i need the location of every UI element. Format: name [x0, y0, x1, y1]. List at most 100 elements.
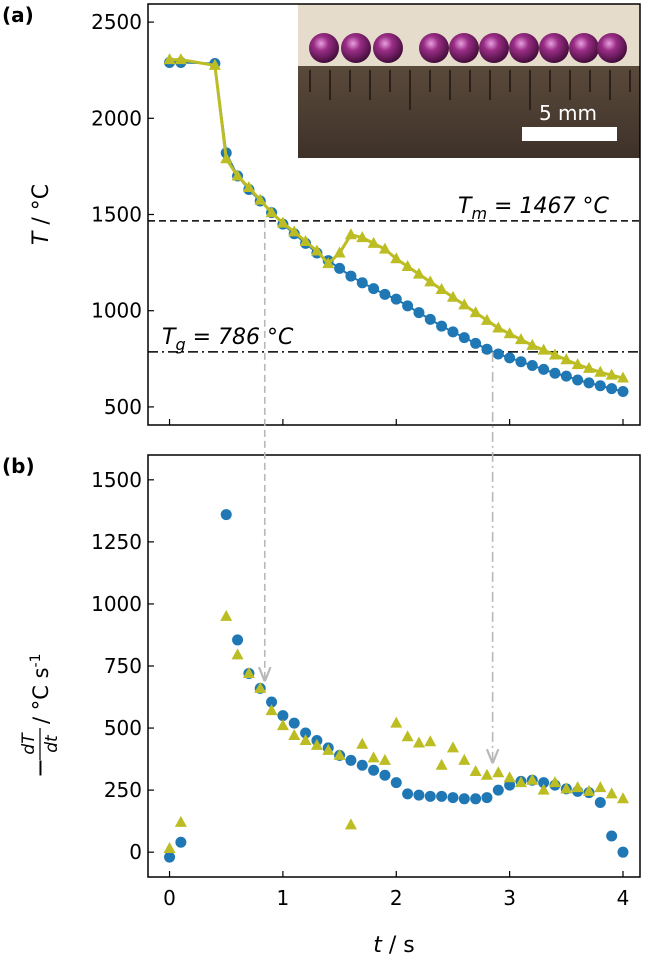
label-unit: / °C s-1: [28, 654, 53, 725]
point: [242, 666, 255, 678]
y-tick-label: 750: [104, 654, 142, 678]
sphere: [449, 33, 479, 63]
point: [605, 368, 618, 380]
point: [492, 766, 505, 778]
symbol: T: [162, 325, 177, 350]
panel-label: (b): [2, 454, 35, 478]
point: [368, 764, 380, 776]
point: [446, 290, 459, 302]
sphere: [539, 33, 569, 63]
ruler-ticks: [309, 70, 631, 110]
point: [470, 793, 482, 805]
point: [254, 193, 267, 205]
sphere: [341, 33, 371, 63]
point: [458, 753, 471, 765]
point: [492, 784, 504, 796]
point: [344, 228, 357, 240]
sphere: [509, 33, 539, 63]
point: [571, 358, 584, 370]
superscript: -1: [28, 654, 44, 668]
point: [560, 353, 573, 365]
point: [436, 790, 448, 802]
point: [583, 377, 595, 389]
point: [436, 320, 448, 332]
sphere: [597, 33, 627, 63]
point: [548, 348, 561, 360]
label-text: = 786 °C: [186, 325, 294, 350]
point: [537, 783, 550, 795]
plot-frame: [147, 454, 641, 878]
point: [367, 751, 380, 763]
point: [424, 790, 436, 802]
sphere: [569, 33, 599, 63]
point: [571, 781, 584, 793]
point: [345, 754, 357, 766]
point: [424, 275, 437, 287]
panel: 0 250 500 750 1000 1250 1500 0 1 2 3 4 (b) − dT dt / °C…: [2, 454, 641, 958]
x-tick-label: 1: [277, 886, 290, 910]
x-tick-label: 0: [163, 886, 176, 910]
point: [617, 846, 629, 858]
point: [401, 259, 414, 271]
point: [356, 737, 369, 749]
y-axis-label: − dT dt / °C s-1: [19, 654, 62, 779]
point: [402, 300, 414, 312]
point: [390, 716, 403, 728]
point: [504, 779, 516, 791]
point: [469, 306, 482, 318]
point: [526, 773, 539, 785]
point: [378, 753, 391, 765]
point: [605, 787, 618, 799]
point: [345, 270, 357, 282]
point: [390, 777, 402, 789]
point: [480, 768, 493, 780]
panel-label: (a): [2, 3, 34, 27]
point: [310, 738, 323, 750]
point: [616, 792, 629, 804]
point: [266, 696, 278, 708]
point: [470, 337, 482, 349]
point: [572, 374, 584, 386]
y-tick-label: 1500: [91, 468, 142, 492]
y-tick-label: 500: [104, 716, 142, 740]
y-tick-label: 0: [129, 840, 142, 864]
point: [390, 293, 402, 305]
y-tick-label: 2000: [91, 106, 142, 130]
point: [514, 333, 527, 345]
point: [220, 609, 233, 621]
point: [242, 181, 255, 193]
point: [560, 370, 572, 382]
sphere: [479, 33, 509, 63]
point: [526, 338, 539, 350]
point: [220, 509, 232, 521]
point: [288, 225, 301, 237]
reference-label: Tm = 1467 °C: [458, 194, 609, 223]
subscript: g: [175, 335, 185, 354]
point: [175, 836, 187, 848]
sphere: [309, 33, 339, 63]
sphere: [373, 33, 403, 63]
x-axis-label: t / s: [373, 933, 415, 958]
y-tick-label: 1250: [91, 530, 142, 554]
point: [514, 776, 527, 788]
point: [334, 262, 346, 274]
point: [503, 771, 516, 783]
point: [367, 236, 380, 248]
point: [254, 681, 267, 693]
point: [356, 759, 368, 771]
point: [537, 343, 550, 355]
label-denominator: dt: [42, 734, 62, 753]
point: [582, 784, 595, 796]
y-tick-label: 500: [104, 395, 142, 419]
point: [549, 367, 561, 379]
point: [481, 792, 493, 804]
sphere: [419, 33, 449, 63]
point: [538, 777, 550, 789]
unit: / °C: [29, 184, 54, 232]
point: [424, 735, 437, 747]
point: [379, 769, 391, 781]
point: [322, 743, 335, 755]
unit: / °C s: [29, 667, 53, 724]
